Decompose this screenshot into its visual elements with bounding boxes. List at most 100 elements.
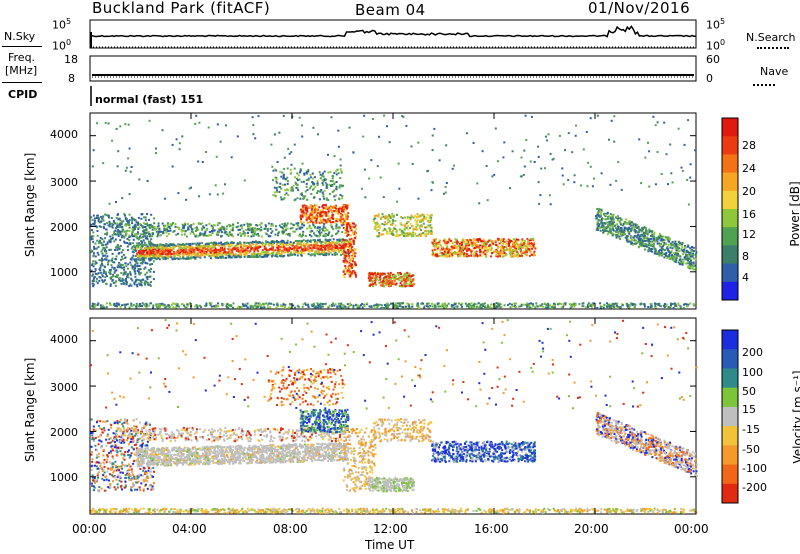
range-cell bbox=[279, 191, 281, 193]
range-cell bbox=[330, 209, 332, 211]
range-cell bbox=[185, 251, 187, 253]
range-cell bbox=[510, 306, 512, 308]
range-cell bbox=[201, 233, 203, 235]
range-cell bbox=[417, 213, 419, 215]
range-cell bbox=[175, 307, 177, 309]
range-cell bbox=[327, 218, 329, 220]
range-cell bbox=[332, 250, 334, 252]
range-cell bbox=[344, 269, 346, 271]
range-cell bbox=[302, 249, 304, 251]
range-cell bbox=[138, 271, 140, 273]
range-cell bbox=[284, 223, 286, 225]
range-cell bbox=[680, 307, 682, 309]
range-cell bbox=[105, 271, 107, 273]
range-cell bbox=[418, 234, 420, 236]
range-cell bbox=[353, 270, 355, 272]
range-cell bbox=[414, 227, 416, 229]
range-cell bbox=[409, 273, 411, 275]
range-cell bbox=[264, 246, 266, 248]
range-cell bbox=[171, 253, 173, 255]
range-cell bbox=[420, 229, 422, 231]
range-cell bbox=[374, 306, 376, 308]
range-cell bbox=[527, 243, 529, 245]
range-cell bbox=[204, 231, 206, 233]
range-cell bbox=[419, 307, 421, 309]
range-cell bbox=[287, 255, 289, 257]
range-cell bbox=[285, 178, 287, 180]
range-cell bbox=[269, 235, 271, 237]
range-cell bbox=[269, 306, 271, 308]
range-cell bbox=[97, 215, 99, 217]
range-cell bbox=[249, 229, 251, 231]
range-cell bbox=[138, 217, 140, 219]
range-cell bbox=[384, 304, 386, 306]
range-cell bbox=[320, 221, 322, 223]
range-cell bbox=[417, 224, 419, 226]
range-cell bbox=[311, 230, 313, 232]
range-cell bbox=[513, 238, 515, 240]
range-cell bbox=[378, 279, 380, 281]
range-cell bbox=[96, 280, 98, 282]
range-cell bbox=[332, 242, 334, 244]
range-cell bbox=[116, 274, 118, 276]
range-cell bbox=[194, 306, 196, 308]
range-cell bbox=[312, 212, 314, 214]
range-cell bbox=[516, 241, 518, 243]
range-cell bbox=[151, 235, 153, 237]
range-cell bbox=[398, 274, 400, 276]
range-cell bbox=[322, 182, 324, 184]
range-cell bbox=[102, 249, 104, 251]
range-cell bbox=[135, 220, 137, 222]
range-cell bbox=[411, 275, 413, 277]
range-cell bbox=[306, 210, 308, 212]
range-cell bbox=[312, 173, 314, 175]
range-cell bbox=[304, 196, 306, 198]
range-cell bbox=[116, 226, 118, 228]
range-cell bbox=[176, 251, 178, 253]
range-cell bbox=[388, 304, 390, 306]
range-cell bbox=[470, 307, 472, 309]
range-cell bbox=[483, 239, 485, 241]
range-cell bbox=[327, 306, 329, 308]
range-cell bbox=[271, 241, 273, 243]
range-cell bbox=[95, 273, 97, 275]
range-cell bbox=[338, 303, 340, 305]
range-cell bbox=[111, 266, 113, 268]
range-cell bbox=[342, 304, 344, 306]
range-cell bbox=[183, 225, 185, 227]
range-cell bbox=[145, 262, 147, 264]
range-cell bbox=[338, 305, 340, 307]
range-cell bbox=[263, 244, 265, 246]
range-cell bbox=[351, 246, 353, 248]
range-cell bbox=[389, 232, 391, 234]
range-cell bbox=[410, 285, 412, 287]
range-cell bbox=[349, 275, 351, 277]
range-cell bbox=[239, 306, 241, 308]
range-cell bbox=[299, 227, 301, 229]
range-cell bbox=[333, 183, 335, 185]
range-cell bbox=[170, 230, 172, 232]
range-cell bbox=[283, 229, 285, 231]
range-cell bbox=[336, 173, 338, 175]
range-cell bbox=[343, 244, 345, 246]
range-cell bbox=[314, 186, 316, 188]
range-cell bbox=[221, 243, 223, 245]
range-cell bbox=[355, 264, 357, 266]
range-cell bbox=[204, 252, 206, 254]
range-cell bbox=[505, 241, 507, 243]
range-cell bbox=[163, 228, 165, 230]
range-cell bbox=[325, 239, 327, 241]
range-cell bbox=[378, 229, 380, 231]
range-cell bbox=[404, 229, 406, 231]
range-cell bbox=[141, 258, 143, 260]
range-cell bbox=[108, 260, 110, 262]
range-cell bbox=[182, 249, 184, 251]
range-cell bbox=[152, 305, 154, 307]
range-cell bbox=[138, 305, 140, 307]
range-cell bbox=[287, 228, 289, 230]
range-cell bbox=[130, 305, 132, 307]
range-cell bbox=[125, 304, 127, 306]
range-cell bbox=[284, 251, 286, 253]
range-cell bbox=[409, 217, 411, 219]
range-cell bbox=[305, 235, 307, 237]
